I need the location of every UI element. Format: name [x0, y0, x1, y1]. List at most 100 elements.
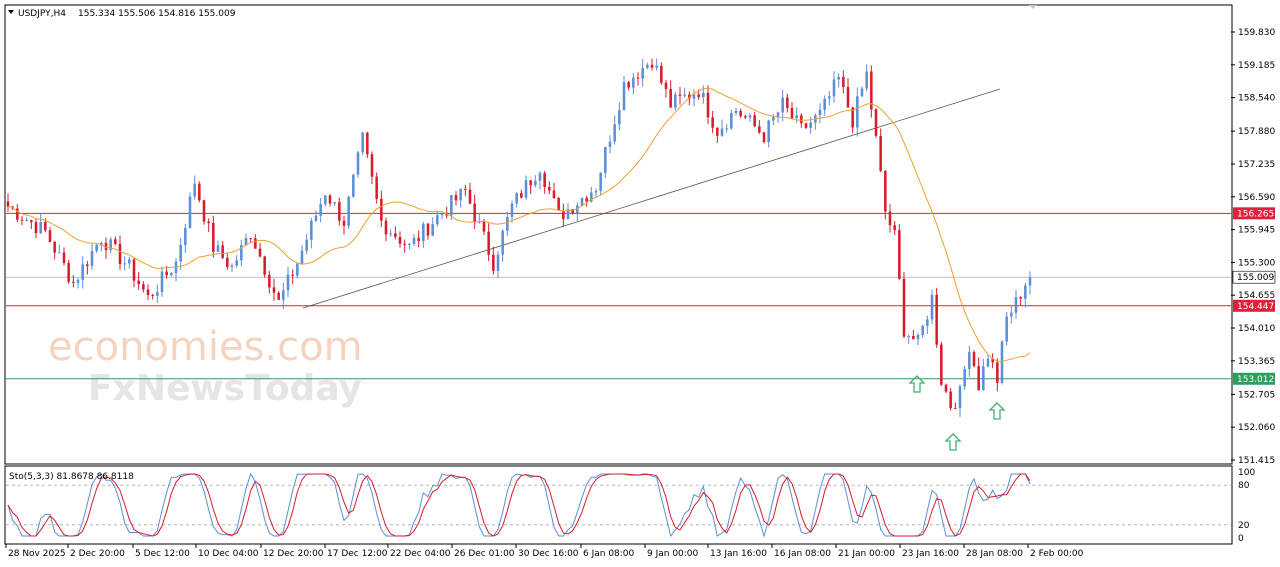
candle[interactable]: [720, 119, 724, 137]
candle[interactable]: [226, 253, 229, 270]
candle[interactable]: [263, 255, 266, 278]
candle[interactable]: [109, 236, 112, 254]
candle[interactable]: [599, 171, 602, 196]
candle[interactable]: [137, 271, 140, 290]
candle[interactable]: [408, 242, 411, 250]
candle[interactable]: [576, 202, 579, 223]
candle[interactable]: [48, 226, 52, 243]
candle[interactable]: [53, 240, 56, 260]
candle[interactable]: [548, 181, 551, 195]
candle[interactable]: [501, 229, 504, 262]
candle[interactable]: [972, 350, 976, 368]
candle[interactable]: [655, 58, 658, 71]
candle[interactable]: [179, 238, 182, 271]
candle[interactable]: [207, 218, 210, 232]
candle[interactable]: [34, 218, 38, 239]
candle[interactable]: [804, 122, 808, 129]
candle[interactable]: [417, 230, 420, 248]
candle[interactable]: [221, 241, 224, 260]
candle[interactable]: [879, 128, 882, 173]
candle[interactable]: [464, 184, 467, 197]
candle[interactable]: [338, 197, 341, 226]
candle[interactable]: [585, 195, 588, 207]
candle[interactable]: [454, 191, 458, 206]
candle[interactable]: [935, 287, 938, 348]
candle[interactable]: [632, 73, 635, 95]
candle[interactable]: [104, 237, 108, 259]
candle[interactable]: [846, 78, 850, 108]
candle[interactable]: [95, 244, 98, 254]
candle[interactable]: [6, 193, 10, 212]
candle[interactable]: [744, 114, 747, 120]
candle[interactable]: [949, 387, 952, 411]
candle[interactable]: [860, 86, 864, 97]
candle[interactable]: [534, 175, 537, 188]
candle[interactable]: [142, 281, 145, 293]
indicator-panel[interactable]: [4, 465, 1233, 545]
candle[interactable]: [230, 263, 234, 272]
candle[interactable]: [590, 186, 593, 203]
candle[interactable]: [160, 266, 164, 297]
candle[interactable]: [753, 112, 756, 128]
candle[interactable]: [58, 244, 61, 254]
candle[interactable]: [660, 62, 663, 85]
candle[interactable]: [67, 259, 70, 284]
shift-marker-icon[interactable]: [1029, 5, 1037, 9]
candle[interactable]: [468, 182, 472, 205]
candle[interactable]: [538, 171, 542, 190]
candle[interactable]: [184, 223, 187, 253]
candle[interactable]: [268, 270, 271, 294]
candle[interactable]: [902, 272, 906, 338]
candle[interactable]: [25, 217, 28, 222]
candle[interactable]: [963, 365, 966, 391]
candle[interactable]: [412, 233, 416, 246]
candle[interactable]: [380, 190, 383, 227]
candle[interactable]: [305, 233, 308, 255]
candle[interactable]: [291, 269, 294, 285]
candle[interactable]: [286, 266, 290, 298]
candle[interactable]: [613, 115, 616, 145]
candle[interactable]: [62, 247, 66, 266]
main-panel[interactable]: [4, 4, 1233, 465]
candle[interactable]: [566, 203, 570, 220]
candle[interactable]: [389, 229, 392, 237]
candle[interactable]: [664, 79, 668, 98]
candle[interactable]: [198, 181, 201, 203]
candle[interactable]: [646, 62, 649, 70]
candle[interactable]: [725, 124, 728, 133]
candle[interactable]: [151, 293, 154, 300]
candle[interactable]: [347, 195, 350, 230]
candle[interactable]: [856, 87, 859, 137]
candle[interactable]: [100, 241, 103, 252]
up-arrow-icon[interactable]: [944, 433, 962, 451]
candle[interactable]: [842, 70, 845, 94]
candle[interactable]: [543, 171, 546, 194]
candle[interactable]: [748, 112, 752, 123]
candle[interactable]: [622, 75, 626, 111]
candle[interactable]: [692, 89, 696, 107]
candle[interactable]: [473, 194, 476, 229]
candle[interactable]: [982, 358, 985, 391]
candle[interactable]: [921, 324, 924, 338]
candle[interactable]: [636, 72, 640, 86]
candle[interactable]: [1014, 289, 1018, 319]
candle[interactable]: [870, 65, 873, 118]
candle[interactable]: [384, 217, 388, 242]
candle[interactable]: [244, 233, 248, 246]
candle[interactable]: [436, 211, 439, 227]
candle[interactable]: [739, 108, 742, 118]
candle[interactable]: [594, 188, 598, 197]
candle[interactable]: [762, 131, 766, 144]
candle[interactable]: [202, 199, 206, 225]
candle[interactable]: [524, 175, 528, 200]
candle[interactable]: [562, 203, 565, 228]
candle[interactable]: [300, 244, 304, 265]
candle[interactable]: [650, 58, 654, 71]
dropdown-triangle-icon[interactable]: [8, 10, 14, 14]
candle[interactable]: [16, 204, 19, 222]
candle[interactable]: [552, 182, 556, 199]
candle[interactable]: [954, 402, 957, 410]
candle[interactable]: [128, 256, 131, 269]
candle[interactable]: [81, 256, 84, 289]
